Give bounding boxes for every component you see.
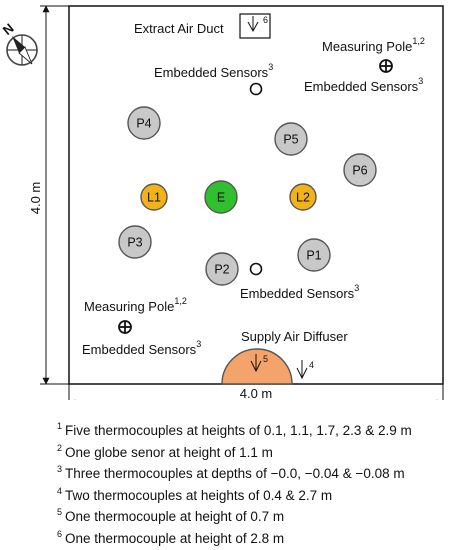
occupant-p5: P5 [274, 122, 308, 156]
supply-ref: 4 [309, 360, 314, 370]
footnote-6: 6 One thermocouple at height of 2.8 m [57, 528, 285, 546]
svg-text:L2: L2 [296, 190, 310, 204]
occupant-p1: P1 [297, 238, 331, 272]
occupant-p2: P2 [205, 252, 239, 286]
extract-duct-box [239, 13, 271, 39]
supply-diffuser-label: Supply Air Diffuser [241, 329, 348, 344]
height-label: 4.0 m [28, 182, 43, 215]
occupant-p3: P3 [118, 225, 152, 259]
embedded-sensors-label-3: Embedded Sensors3 [240, 283, 359, 301]
svg-text:P2: P2 [214, 262, 229, 276]
extract-thermocouple-icon [247, 16, 259, 33]
height-dimension [40, 5, 69, 385]
occupant-p6: P6 [343, 153, 377, 187]
svg-text:P5: P5 [283, 132, 298, 146]
embedded-sensors-label-4: Embedded Sensors3 [82, 339, 201, 357]
measuring-pole-label-1: Measuring Pole1,2 [322, 36, 425, 54]
footnote-3: 3 Three thermocouples at depths of −0.0, … [57, 464, 405, 482]
embedded-sensor-marker-3 [249, 262, 263, 276]
footnote-1: 1 Five thermocouples at heights of 0.1, 1… [57, 421, 412, 439]
footnote-4: 4 Two thermocouples at heights of 0.4 & 2… [57, 485, 333, 503]
extract-duct-label: Extract Air Duct [134, 21, 224, 36]
svg-text:P4: P4 [136, 116, 151, 130]
lamp-l1: L1 [140, 183, 168, 211]
extract-duct-ref: 6 [263, 15, 268, 25]
svg-text:E: E [217, 190, 225, 204]
lamp-l2: L2 [289, 183, 317, 211]
width-dimension [68, 384, 444, 400]
measuring-pole-label-2: Measuring Pole1,2 [84, 296, 187, 314]
embedded-sensors-label-1: Embedded Sensors3 [304, 76, 423, 94]
supply-diffuser-shape [221, 348, 293, 385]
diffuser-thermocouple-icon [250, 354, 262, 373]
embedded-sensor-marker-2 [249, 82, 263, 96]
measuring-pole-icon-1 [379, 59, 393, 73]
compass-north-label: N [0, 20, 17, 38]
footnotes: 1 Five thermocouples at heights of 0.1, 1… [57, 420, 457, 549]
svg-text:P1: P1 [306, 248, 321, 262]
supply-thermocouple-icon [296, 360, 308, 380]
footnote-5: 5 One thermocouple at height of 0.7 m [57, 507, 285, 525]
svg-text:P6: P6 [352, 163, 367, 177]
room-layout-diagram: N Extract Air Duct 6 Measuring Pole1,2 E… [0, 5, 444, 400]
embedded-sensors-label-2: Embedded Sensors3 [154, 62, 273, 80]
footnote-2: 2 One globe senor at height of 1.1 m [57, 442, 273, 460]
measuring-pole-icon-2 [118, 320, 132, 334]
compass-icon [6, 34, 38, 66]
width-label: 4.0 m [240, 386, 273, 400]
svg-text:P3: P3 [127, 235, 142, 249]
svg-text:L1: L1 [147, 190, 161, 204]
occupant-p4: P4 [127, 106, 161, 140]
equipment-e: E [204, 180, 238, 214]
diffuser-ref: 5 [263, 354, 268, 364]
